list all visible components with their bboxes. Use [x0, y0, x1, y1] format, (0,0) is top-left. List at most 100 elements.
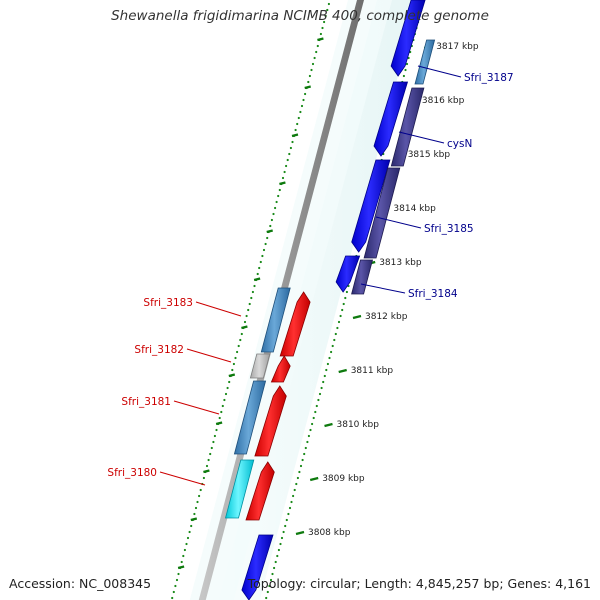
- gc-dot: [336, 326, 339, 330]
- leader-line: [186, 348, 232, 363]
- gc-dot: [344, 296, 347, 300]
- gene-label: Sfri_3187: [464, 72, 514, 84]
- gc-dot: [331, 344, 334, 348]
- gene-Sfri_3183: [260, 287, 291, 353]
- gc-dot: [296, 122, 299, 126]
- gene-label: cysN: [447, 138, 472, 150]
- gc-dot: [280, 536, 284, 540]
- gc-dot: [272, 212, 275, 216]
- gc-dot: [314, 410, 317, 414]
- gc-dot: [186, 536, 190, 540]
- tick-label: 3809 kbp: [322, 474, 365, 484]
- gc-dot: [185, 542, 188, 546]
- tick-label: 3812 kbp: [365, 312, 408, 322]
- leader-line: [173, 400, 220, 415]
- gc-dot: [290, 500, 293, 504]
- gc-dot: [287, 512, 290, 516]
- gc-dot: [273, 566, 276, 570]
- tick-mark: [295, 530, 305, 536]
- gc-dot: [188, 530, 191, 534]
- gene-forward-blue: [373, 81, 409, 157]
- gc-dot: [342, 302, 345, 306]
- gc-dot: [205, 464, 209, 468]
- gc-dot: [292, 494, 295, 498]
- gene-label: Sfri_3185: [424, 223, 474, 235]
- gc-dot: [266, 236, 269, 240]
- gc-dot: [405, 62, 409, 66]
- tick-label: 3808 kbp: [308, 528, 351, 538]
- gc-dot: [315, 404, 318, 408]
- gc-dot: [326, 8, 329, 12]
- gc-dot: [288, 506, 292, 510]
- tick-label: 3815 kbp: [408, 150, 451, 160]
- gc-dot: [281, 176, 285, 180]
- gc-dot: [306, 440, 309, 444]
- gc-dot: [196, 500, 199, 504]
- gc-dash: [203, 469, 210, 474]
- gc-dot: [294, 128, 297, 132]
- gc-dot: [224, 392, 228, 396]
- gc-dot: [345, 290, 348, 294]
- gc-dot: [209, 452, 212, 456]
- gc-dot: [253, 284, 256, 288]
- gc-dot: [323, 20, 326, 24]
- gc-dot: [299, 464, 303, 468]
- gc-dot: [318, 392, 322, 396]
- gc-dot: [256, 272, 259, 276]
- gc-dot: [311, 422, 314, 426]
- gc-dot: [285, 164, 288, 168]
- gc-dot: [279, 542, 282, 546]
- gene-label-leaders: [159, 65, 462, 486]
- gc-dot: [177, 572, 180, 576]
- gene-reverse-red: [245, 461, 275, 521]
- gc-dot: [276, 554, 279, 558]
- gc-dot: [190, 524, 193, 528]
- gene-label: Sfri_3181: [121, 396, 171, 408]
- gc-dot: [171, 596, 174, 600]
- gc-dot: [265, 596, 268, 600]
- gene-reverse-red: [279, 291, 311, 357]
- gc-dot: [228, 380, 231, 384]
- gc-dot: [291, 140, 294, 144]
- tick-mark: [352, 314, 362, 320]
- gc-dot: [221, 404, 224, 408]
- tick-label: 3814 kbp: [393, 204, 436, 214]
- gc-dot: [231, 368, 234, 372]
- gc-dot: [269, 578, 273, 582]
- gene-Sfri_3182: [249, 353, 271, 379]
- gc-dot: [316, 44, 319, 48]
- gc-dash: [177, 565, 185, 570]
- gc-dot: [271, 572, 274, 576]
- gc-dot: [215, 428, 218, 432]
- gc-dot: [324, 14, 327, 18]
- tick-mark: [324, 422, 333, 428]
- gene-features: [224, 0, 436, 600]
- gc-dot: [270, 218, 273, 222]
- gc-dot: [234, 356, 237, 360]
- leader-line: [360, 283, 406, 294]
- gc-dot: [319, 32, 322, 36]
- gc-dash: [291, 133, 299, 138]
- gc-dot: [218, 416, 221, 420]
- gc-dot: [210, 446, 213, 450]
- gc-dash: [241, 325, 248, 330]
- gc-dot: [312, 416, 315, 420]
- gc-dot: [297, 116, 300, 120]
- gc-dot: [404, 68, 407, 72]
- gc-dot: [328, 356, 331, 360]
- gc-dot: [307, 434, 310, 438]
- gc-dot: [311, 62, 315, 66]
- gc-dot: [236, 350, 239, 354]
- reverse-track-band: [189, 0, 392, 600]
- gc-dot: [243, 320, 247, 324]
- gene-label: Sfri_3182: [134, 344, 184, 356]
- gc-dot: [199, 488, 202, 492]
- gc-dot: [207, 458, 210, 462]
- leader-line: [398, 131, 445, 144]
- gc-dot: [284, 524, 287, 528]
- gc-dot: [309, 428, 312, 432]
- gc-dot: [239, 338, 242, 342]
- gc-dot: [402, 74, 405, 78]
- tick-label: 3810 kbp: [337, 420, 380, 430]
- gc-dot: [213, 434, 216, 438]
